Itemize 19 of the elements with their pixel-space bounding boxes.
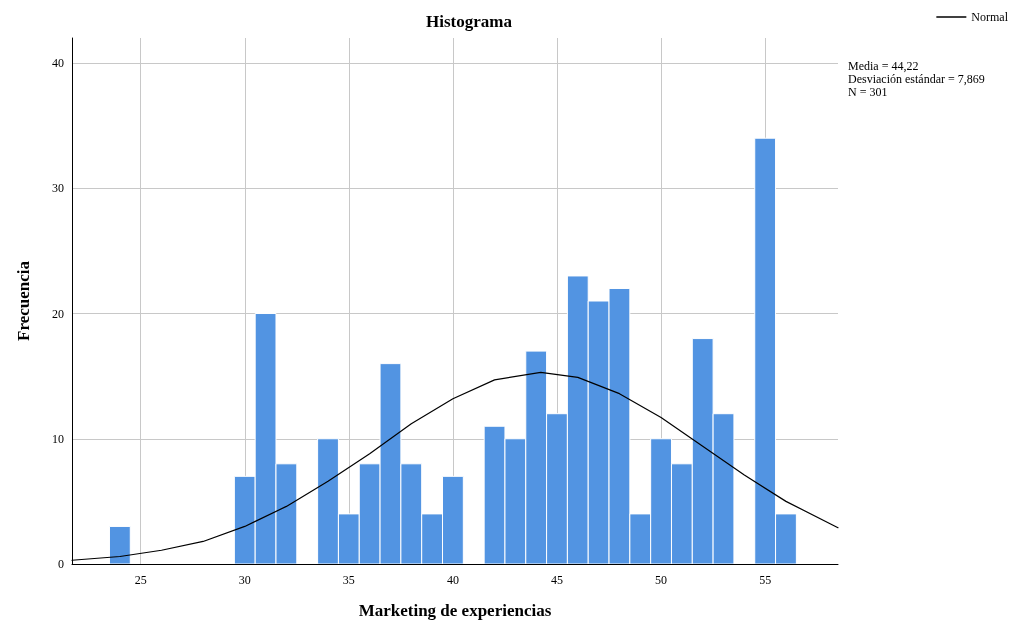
x-tick-label: 35	[342, 573, 355, 587]
y-tick-label: 0	[58, 557, 64, 571]
y-tick-label: 10	[52, 431, 64, 446]
text: Media = 44,22	[848, 59, 919, 73]
text: Desviación estándar = 7,869	[848, 72, 985, 86]
y-tick-label: 40	[52, 56, 64, 71]
y-axis-title: Frecuencia	[14, 260, 33, 341]
y-tick-label: 20	[52, 306, 64, 321]
x-tick-label: 25	[134, 573, 147, 587]
text: N = 301	[848, 85, 888, 99]
chart-title: Histograma	[426, 12, 513, 31]
x-axis-title: Marketing de experiencias	[358, 601, 552, 620]
x-tick-label: 50	[655, 573, 668, 587]
legend-label: Normal	[971, 10, 1009, 24]
x-tick-label: 30	[238, 573, 251, 587]
x-tick-label: 55	[759, 573, 772, 587]
x-tick-label: 45	[550, 573, 563, 587]
x-tick-label: 40	[446, 573, 459, 587]
y-tick-label: 30	[52, 181, 64, 196]
